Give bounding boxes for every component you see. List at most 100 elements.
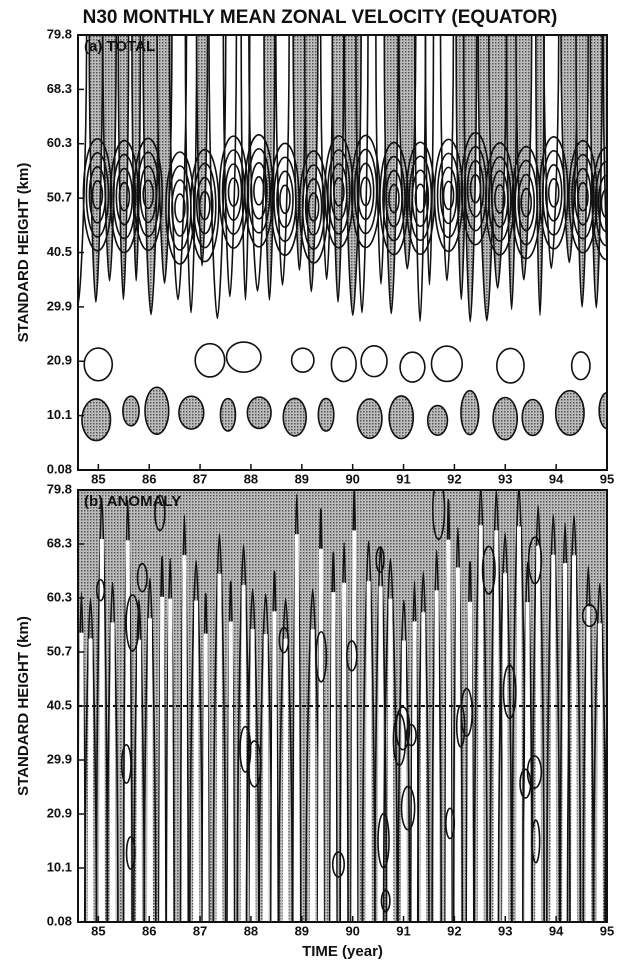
contour-region <box>315 630 328 683</box>
contour-region <box>165 557 175 922</box>
y-tick-label: 20.9 <box>47 353 72 368</box>
contour-region <box>136 562 148 593</box>
contour-region <box>538 136 569 250</box>
contour-region <box>400 785 416 831</box>
contour-region <box>83 597 98 922</box>
y-tick-label: 79.8 <box>47 481 72 496</box>
y-tick-label: 29.9 <box>47 751 72 766</box>
x-tick-label: 94 <box>549 471 564 486</box>
y-tick-label: 60.3 <box>47 135 72 150</box>
contour-region <box>226 580 236 922</box>
contour-region <box>566 514 582 922</box>
contour-region <box>405 723 417 747</box>
x-tick-label: 86 <box>142 471 156 486</box>
contour-region <box>194 342 226 378</box>
contour-region <box>225 341 262 373</box>
contour-region <box>181 555 188 922</box>
contour-region <box>146 618 153 922</box>
contour-region <box>271 611 278 922</box>
x-tick-label: 88 <box>244 923 258 938</box>
contour-region <box>293 534 300 922</box>
contour-region <box>303 35 319 293</box>
contour-region <box>319 35 334 281</box>
contour-region <box>531 504 545 922</box>
contour-region <box>436 152 461 239</box>
contour-region <box>341 582 348 922</box>
y-tick-label: 68.3 <box>47 535 72 550</box>
contour-region <box>198 190 211 221</box>
contour-region <box>324 135 354 249</box>
contour-region <box>535 545 542 922</box>
contour-region <box>122 395 140 427</box>
x-tick-label: 89 <box>295 923 309 938</box>
contour-region <box>377 812 390 869</box>
x-tick-label: 88 <box>244 471 258 486</box>
x-tick-label: 95 <box>600 923 614 938</box>
y-tick-label: 40.5 <box>47 244 72 259</box>
contour-region <box>519 768 532 799</box>
contour-region <box>431 549 443 922</box>
contour-region <box>353 148 378 235</box>
contour-region <box>133 137 163 252</box>
contour-region <box>581 603 598 628</box>
contour-region <box>484 142 515 256</box>
contour-region <box>416 571 430 922</box>
contour-region <box>522 561 534 922</box>
contour-region <box>493 184 506 214</box>
contour-region <box>460 389 480 436</box>
contour-region <box>106 581 119 922</box>
contour-region <box>570 351 591 381</box>
y-axis-label: STANDARD HEIGHT (km) <box>15 163 32 343</box>
contour-region <box>562 563 569 922</box>
contour-region <box>399 351 426 383</box>
contour-region <box>543 35 560 270</box>
x-tick-label: 86 <box>142 923 156 938</box>
contour-region <box>360 345 388 378</box>
x-tick-label: 85 <box>91 471 105 486</box>
contour-region <box>452 526 464 922</box>
contour-region <box>582 565 595 922</box>
contour-region <box>109 139 140 254</box>
contour-region <box>433 138 464 253</box>
contour-region <box>273 156 297 243</box>
contour-region <box>559 522 571 922</box>
y-tick-label: 20.9 <box>47 805 72 820</box>
contour-region <box>473 490 488 922</box>
contour-region <box>465 560 475 922</box>
contour-region <box>462 35 478 323</box>
contour-region <box>125 836 136 870</box>
contour-region <box>420 612 427 922</box>
contour-region <box>526 755 543 789</box>
contour-region <box>385 169 403 228</box>
contour-region <box>304 178 323 236</box>
contour-region <box>157 555 167 922</box>
contour-region <box>333 177 345 207</box>
contour-region <box>585 606 592 922</box>
contour-region <box>201 592 210 922</box>
contour-region <box>426 404 449 436</box>
contour-field <box>78 35 607 442</box>
contour-region <box>239 725 252 773</box>
contour-region <box>577 181 589 212</box>
y-tick-label: 0.08 <box>47 461 72 476</box>
y-tick-label: 50.7 <box>47 190 72 205</box>
contour-region <box>374 545 388 922</box>
y-tick-label: 50.7 <box>47 643 72 658</box>
panel-label: (a) TOTAL <box>84 38 155 55</box>
x-tick-label: 94 <box>549 923 564 938</box>
contour-region <box>167 598 174 922</box>
contour-region <box>375 546 385 573</box>
contour-region <box>356 162 375 221</box>
contour-region <box>400 640 407 922</box>
contour-region <box>546 514 561 922</box>
contour-region <box>596 623 603 922</box>
contour-region <box>278 598 294 922</box>
contour-region <box>279 184 291 215</box>
contour-region <box>122 499 133 922</box>
contour-region <box>120 744 132 784</box>
contour-region <box>382 557 399 922</box>
contour-region <box>246 396 272 430</box>
contour-region <box>432 490 446 541</box>
contour-region <box>227 621 234 922</box>
